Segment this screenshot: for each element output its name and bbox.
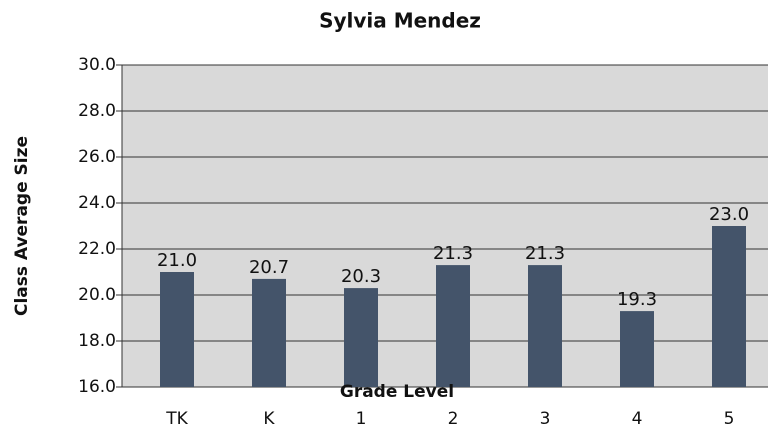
x-tick-label: 2	[448, 409, 459, 429]
x-tick-label: 4	[632, 409, 643, 429]
x-tick-label: 5	[724, 409, 735, 429]
x-axis-label: Grade Level	[340, 382, 454, 402]
y-tick-label: 22.0	[78, 239, 116, 259]
x-tick-label: TK	[165, 409, 188, 429]
x-tick-label: 1	[356, 409, 367, 429]
data-label: 20.3	[341, 266, 381, 287]
chart-title: Sylvia Mendez	[319, 9, 481, 33]
y-tick-label: 24.0	[78, 193, 116, 213]
bar	[620, 311, 654, 387]
bar	[712, 226, 746, 387]
data-label: 21.3	[525, 243, 565, 264]
bar	[160, 272, 194, 387]
y-tick-label: 18.0	[78, 331, 116, 351]
data-label: 23.0	[709, 204, 749, 225]
bar	[344, 288, 378, 387]
data-label: 21.3	[433, 243, 473, 264]
data-label: 20.7	[249, 257, 289, 278]
y-tick-label: 30.0	[78, 55, 116, 75]
x-tick-label: K	[263, 409, 275, 429]
bar	[528, 265, 562, 387]
data-label: 21.0	[157, 250, 197, 271]
y-tick-label: 20.0	[78, 285, 116, 305]
y-axis-label: Class Average Size	[12, 136, 32, 316]
x-tick-label: 3	[540, 409, 551, 429]
bar	[252, 278, 286, 387]
y-tick-label: 28.0	[78, 101, 116, 121]
bar	[436, 265, 470, 387]
data-label: 19.3	[617, 289, 657, 310]
y-tick-label: 26.0	[78, 147, 116, 167]
y-tick-label: 16.0	[78, 377, 116, 397]
